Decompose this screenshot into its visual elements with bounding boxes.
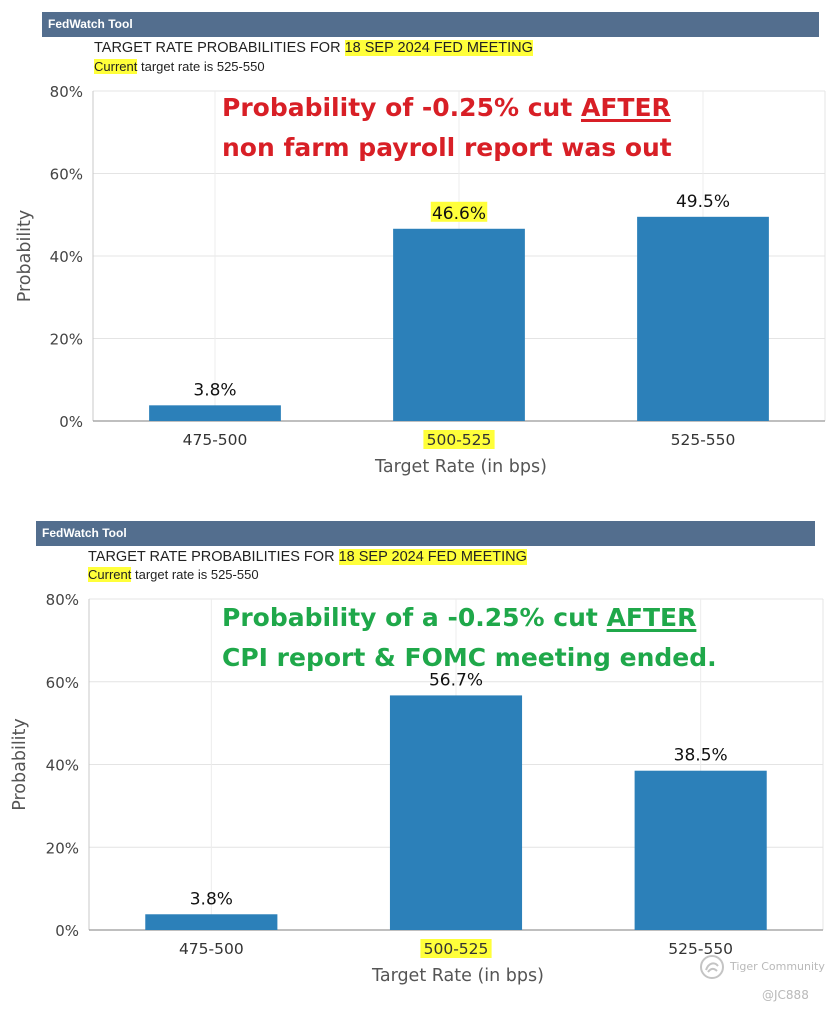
chart-body: 0% 20% 40% 60% 80% 3.8% 475-500 46.6% 500-525 49.…: [15, 83, 826, 477]
current-word-highlight: Current: [94, 59, 138, 74]
chart-title-prefix: TARGET RATE PROBABILITIES FOR: [94, 40, 341, 56]
y-tick-label: 20%: [46, 839, 79, 857]
category-highlight: [420, 939, 492, 958]
y-axis-title: Probability: [10, 718, 30, 811]
annotation-after-emphasis: AFTER: [580, 93, 671, 122]
annotation-after-emphasis: AFTER: [606, 603, 697, 632]
meeting-date-highlight: 18 SEP 2024 FED MEETING: [338, 549, 527, 565]
y-tick-label: 80%: [46, 591, 79, 609]
annotation-line-1: Probability of a -0.25% cut AFTER: [222, 598, 717, 638]
watermark-brand: Tiger Community: [730, 960, 825, 973]
annotation-line-2: CPI report & FOMC meeting ended.: [222, 643, 717, 672]
chart-title: TARGET RATE PROBABILITIES FOR 18 SEP 202…: [88, 549, 527, 565]
bar-475-500: [149, 405, 281, 421]
y-tick-label: 0%: [55, 922, 79, 940]
fedwatch-tool-header: FedWatch Tool: [36, 521, 815, 546]
x-tick-label: 525-550: [671, 431, 736, 449]
y-tick-label: 0%: [59, 413, 83, 431]
data-label: 3.8%: [190, 889, 233, 909]
annotation-nfp: Probability of -0.25% cut AFTER non farm…: [222, 88, 672, 168]
current-rate-text: target rate is 525-550: [140, 59, 265, 74]
data-label-highlight: [430, 201, 488, 222]
bar-525-550: [637, 216, 769, 421]
y-tick-label: 80%: [50, 83, 83, 101]
data-label: 56.7%: [429, 670, 483, 690]
y-tick-label: 60%: [50, 166, 83, 184]
annotation-line-1: Probability of -0.25% cut AFTER: [222, 88, 672, 128]
bar-500-525: [393, 228, 525, 421]
data-label: 49.5%: [676, 192, 730, 212]
chart-title: TARGET RATE PROBABILITIES FOR 18 SEP 202…: [94, 40, 533, 56]
annotation-line-1-text: Probability of a -0.25% cut: [222, 603, 607, 632]
x-tick-label: 525-550: [668, 940, 733, 958]
meeting-date-highlight: 18 SEP 2024 FED MEETING: [344, 40, 533, 56]
bar-475-500: [145, 914, 278, 930]
chart-body: 0% 20% 40% 60% 80% 3.8% 475-500 56.7% 500-525 38.…: [10, 591, 824, 986]
tiger-logo-icon: [700, 955, 724, 979]
chart-panel-nfp: FedWatch Tool TARGET RATE PROBABILITIES …: [0, 0, 831, 500]
data-label: 46.6%: [432, 204, 486, 224]
watermark-handle: @JC888: [762, 988, 809, 1002]
y-tick-label: 20%: [50, 331, 83, 349]
x-axis-title: Target Rate (in bps): [374, 457, 547, 477]
bar-chart-cpi: 0% 20% 40% 60% 80% 3.8% 475-500 56.7% 500-525 38.…: [10, 591, 824, 986]
annotation-line-1-text: Probability of -0.25% cut: [222, 93, 581, 122]
fedwatch-tool-header: FedWatch Tool: [42, 12, 819, 37]
bar-chart-nfp: 0% 20% 40% 60% 80% 3.8% 475-500 46.6% 500-525 49.…: [15, 83, 826, 477]
current-rate-line: Current target rate is 525-550: [88, 567, 259, 582]
data-label: 38.5%: [674, 746, 728, 766]
data-label: 3.8%: [193, 380, 236, 400]
current-word-highlight: Current: [88, 567, 132, 582]
y-tick-label: 40%: [46, 757, 79, 775]
chart-panel-cpi: FedWatch Tool TARGET RATE PROBABILITIES …: [0, 508, 831, 1015]
annotation-line-2: non farm payroll report was out: [222, 133, 672, 162]
y-tick-label: 60%: [46, 674, 79, 692]
x-tick-label: 500-525: [424, 940, 489, 958]
category-highlight: [423, 430, 495, 449]
current-rate-line: Current target rate is 525-550: [94, 59, 265, 74]
x-tick-label: 475-500: [179, 940, 244, 958]
x-tick-label: 500-525: [427, 431, 492, 449]
annotation-cpi: Probability of a -0.25% cut AFTER CPI re…: [222, 598, 717, 678]
chart-title-prefix: TARGET RATE PROBABILITIES FOR: [88, 549, 335, 565]
y-axis-title: Probability: [15, 210, 35, 303]
y-tick-label: 40%: [50, 248, 83, 266]
bar-525-550: [634, 770, 767, 930]
current-rate-text: target rate is 525-550: [134, 567, 259, 582]
x-axis-title: Target Rate (in bps): [371, 966, 544, 986]
bar-500-525: [389, 695, 523, 930]
x-tick-label: 475-500: [183, 431, 248, 449]
